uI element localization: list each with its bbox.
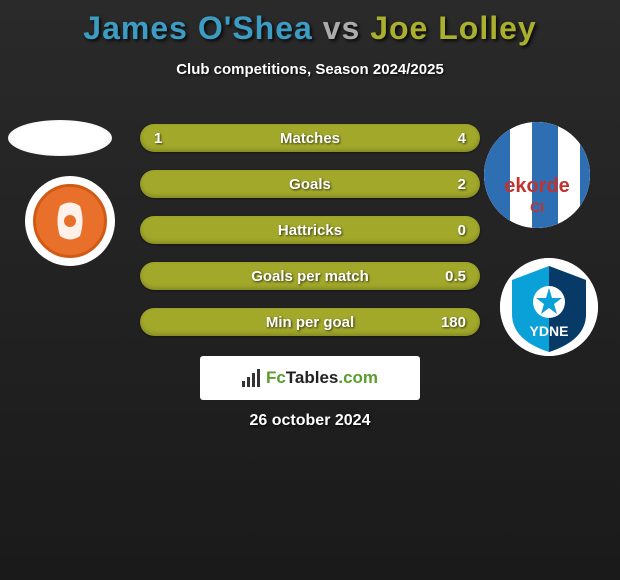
stat-value-right: 0.5 [445, 268, 466, 285]
stat-label: Min per goal [140, 314, 480, 331]
stat-label: Goals [140, 176, 480, 193]
svg-text:YDNE: YDNE [530, 323, 569, 339]
svg-text:ekorde: ekorde [504, 175, 570, 197]
player2-name: Joe Lolley [370, 10, 537, 46]
stat-label: Matches [140, 130, 480, 147]
stat-row-min-per-goal: Min per goal 180 [140, 308, 480, 336]
date-text: 26 october 2024 [0, 412, 620, 430]
logo-bars-icon [242, 369, 260, 387]
player2-club-badge: YDNE [500, 258, 598, 356]
stats-container: 1 Matches 4 Goals 2 Hattricks 0 Goals pe… [140, 124, 480, 354]
player2-avatar: ekorde CI [484, 122, 590, 228]
stat-row-goals-per-match: Goals per match 0.5 [140, 262, 480, 290]
subtitle: Club competitions, Season 2024/2025 [0, 61, 620, 78]
logo-com: .com [338, 368, 378, 387]
logo-text: FcTables.com [266, 368, 378, 388]
svg-text:CI: CI [530, 199, 544, 215]
stat-label: Goals per match [140, 268, 480, 285]
vs-text: vs [323, 10, 361, 46]
stat-row-hattricks: Hattricks 0 [140, 216, 480, 244]
stat-row-matches: 1 Matches 4 [140, 124, 480, 152]
stat-value-right: 0 [458, 222, 466, 239]
player1-club-badge [25, 176, 115, 266]
stat-row-goals: Goals 2 [140, 170, 480, 198]
stat-value-right: 2 [458, 176, 466, 193]
player1-name: James O'Shea [83, 10, 313, 46]
stat-value-right: 4 [458, 130, 466, 147]
logo-tables: Tables [286, 368, 339, 387]
stat-value-right: 180 [441, 314, 466, 331]
player1-avatar [8, 120, 112, 156]
logo-fc: Fc [266, 368, 286, 387]
site-logo: FcTables.com [200, 356, 420, 400]
stat-label: Hattricks [140, 222, 480, 239]
comparison-title: James O'Shea vs Joe Lolley [0, 0, 620, 47]
